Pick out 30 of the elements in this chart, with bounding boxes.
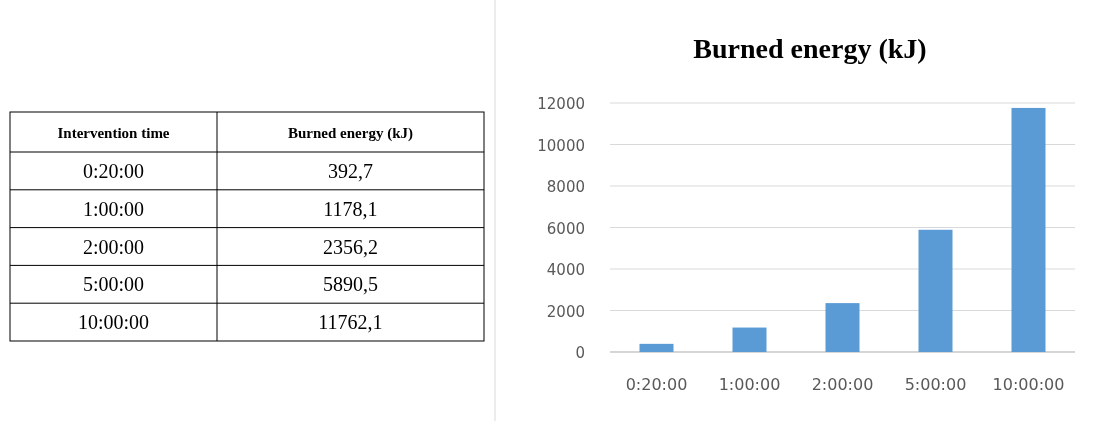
- text: 2:00:00: [82, 235, 145, 258]
- text: Burned energy (kJ): [288, 125, 413, 142]
- text: 5890,5: [323, 273, 378, 296]
- chart-title: Burned energy (kJ): [693, 33, 927, 64]
- text: Intervention time: [57, 125, 170, 141]
- y-tick-label: 2000: [546, 302, 585, 321]
- text: 1178,1: [323, 197, 378, 220]
- bar: [918, 229, 953, 352]
- x-tick-label: 2:00:00: [811, 375, 874, 394]
- y-tick-label: 12000: [537, 95, 585, 113]
- text: 2356,2: [323, 235, 378, 258]
- text: 5:00:00: [82, 273, 145, 296]
- text: 11762,1: [318, 311, 383, 334]
- y-tick-label: 10000: [537, 136, 585, 155]
- bar: [825, 303, 860, 352]
- text: 392,7: [328, 160, 373, 182]
- text: 1:00:00: [82, 197, 145, 220]
- y-tick-label: 8000: [546, 178, 585, 196]
- text: 0:20:00: [82, 160, 145, 182]
- y-tick-label: 4000: [546, 261, 585, 279]
- x-tick-label: 0:20:00: [625, 375, 688, 394]
- bar: [639, 343, 674, 352]
- bar: [732, 327, 767, 352]
- y-tick-label: 0: [575, 344, 585, 362]
- x-tick-label: 10:00:00: [992, 375, 1065, 394]
- text: 10:00:00: [77, 311, 150, 334]
- bar: [1011, 107, 1046, 352]
- y-tick-label: 6000: [546, 219, 585, 238]
- x-tick-label: 1:00:00: [718, 375, 781, 394]
- x-tick-label: 5:00:00: [904, 375, 967, 394]
